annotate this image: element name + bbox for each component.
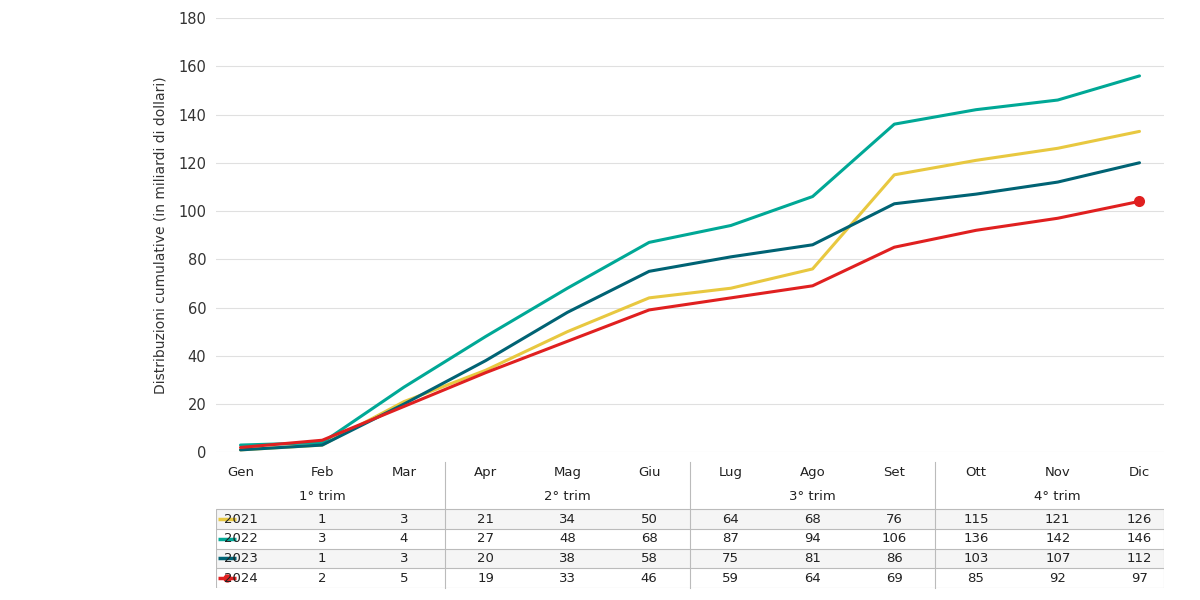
Text: 2024: 2024 [223,572,257,584]
Text: 142: 142 [1045,532,1070,545]
Text: 85: 85 [967,572,984,584]
Text: Feb: Feb [311,466,334,479]
Text: 92: 92 [1049,572,1066,584]
Text: 2022: 2022 [223,532,258,545]
Text: 69: 69 [886,572,902,584]
Text: Ago: Ago [799,466,826,479]
Text: 2: 2 [318,572,326,584]
Bar [216,548,1164,568]
Text: 3: 3 [400,512,408,526]
Text: 112: 112 [1127,552,1152,565]
Text: 87: 87 [722,532,739,545]
Bar [216,509,1164,588]
Bar [216,509,1164,529]
Text: 3: 3 [400,552,408,565]
Text: 38: 38 [559,552,576,565]
Text: 34: 34 [559,512,576,526]
Text: Apr: Apr [474,466,497,479]
Text: Mag: Mag [553,466,582,479]
Text: 75: 75 [722,552,739,565]
Text: 33: 33 [559,572,576,584]
Text: Mar: Mar [391,466,416,479]
Text: 1: 1 [318,512,326,526]
Text: 3: 3 [318,532,326,545]
Bar [216,568,1164,588]
Text: 2° trim: 2° trim [544,490,590,503]
Text: Dic: Dic [1129,466,1150,479]
Text: 68: 68 [641,532,658,545]
Text: Gen: Gen [227,466,254,479]
Text: 115: 115 [964,512,989,526]
Text: 68: 68 [804,512,821,526]
Text: 59: 59 [722,572,739,584]
Text: 2021: 2021 [223,512,258,526]
Text: Set: Set [883,466,905,479]
Text: 4° trim: 4° trim [1034,490,1081,503]
Text: 2023: 2023 [223,552,258,565]
Text: Lug: Lug [719,466,743,479]
Text: 1: 1 [318,552,326,565]
Text: 48: 48 [559,532,576,545]
Text: 58: 58 [641,552,658,565]
Text: 121: 121 [1045,512,1070,526]
Text: 3° trim: 3° trim [790,490,836,503]
Text: 5: 5 [400,572,408,584]
Text: 46: 46 [641,572,658,584]
Text: 21: 21 [478,512,494,526]
Text: 76: 76 [886,512,902,526]
Text: 20: 20 [478,552,494,565]
Bar [216,529,1164,548]
Text: Ott: Ott [966,466,986,479]
Text: 126: 126 [1127,512,1152,526]
Text: 64: 64 [722,512,739,526]
Text: 27: 27 [478,532,494,545]
Text: 64: 64 [804,572,821,584]
Text: 146: 146 [1127,532,1152,545]
Text: 107: 107 [1045,552,1070,565]
Text: Giu: Giu [638,466,660,479]
Text: 81: 81 [804,552,821,565]
Text: 4: 4 [400,532,408,545]
Text: 50: 50 [641,512,658,526]
Text: 97: 97 [1132,572,1148,584]
Y-axis label: Distribuzioni cumulative (in miliardi di dollari): Distribuzioni cumulative (in miliardi di… [154,76,167,394]
Text: 94: 94 [804,532,821,545]
Text: 1° trim: 1° trim [299,490,346,503]
Text: 86: 86 [886,552,902,565]
Text: Nov: Nov [1045,466,1070,479]
Text: 103: 103 [964,552,989,565]
Text: 106: 106 [882,532,907,545]
Text: 19: 19 [478,572,494,584]
Text: 136: 136 [964,532,989,545]
